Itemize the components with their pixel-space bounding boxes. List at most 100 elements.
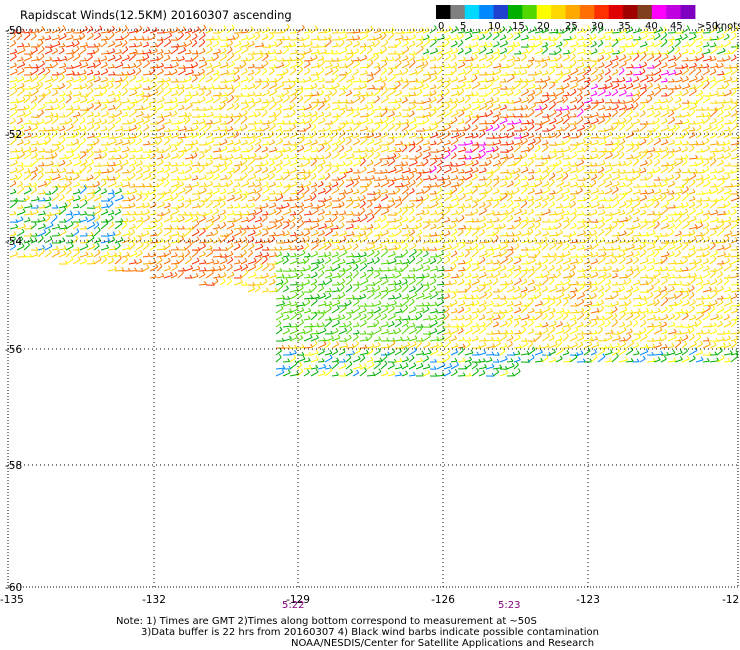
wind-barb-flag — [650, 82, 654, 87]
wind-barb — [37, 121, 45, 125]
wind-barb — [527, 161, 534, 167]
wind-barb-flag — [489, 42, 493, 46]
wind-barb-flag — [183, 42, 187, 46]
wind-barb-flag — [16, 154, 20, 158]
wind-barb-flag — [405, 129, 409, 134]
wind-barb — [345, 92, 352, 97]
wind-barb — [163, 109, 172, 111]
wind-barb-flag — [133, 51, 136, 56]
wind-barb — [590, 182, 597, 188]
wind-barb-flag — [41, 53, 45, 57]
wind-barb-flag — [349, 126, 353, 131]
wind-barb — [681, 143, 689, 146]
wind-barb-flag — [638, 83, 642, 87]
wind-barb — [401, 115, 409, 118]
wind-barb-flag — [238, 40, 242, 45]
wind-barb-flag — [385, 122, 389, 126]
wind-barb-flag — [216, 53, 220, 58]
wind-barb — [93, 49, 100, 55]
wind-barb-flag — [139, 137, 143, 142]
wind-barb-flag — [279, 182, 283, 186]
wind-barb-flag — [636, 157, 640, 162]
wind-barb-flag — [735, 122, 739, 126]
wind-barb — [597, 154, 606, 160]
wind-barb-flag — [155, 48, 158, 52]
wind-barb — [317, 51, 327, 55]
wind-barb-flag — [483, 181, 487, 185]
wind-barb — [310, 118, 318, 125]
wind-barb — [177, 190, 186, 195]
wind-barb — [534, 64, 541, 69]
wind-barb-flag — [70, 141, 74, 146]
wind-barb — [373, 185, 381, 188]
wind-barb-flag — [183, 46, 187, 51]
wind-barb-flag — [303, 174, 307, 178]
wind-barb-flag — [397, 54, 401, 58]
wind-barb-flag — [511, 190, 515, 194]
wind-barb — [345, 55, 354, 62]
wind-barb-flag — [55, 74, 59, 79]
wind-barb — [142, 80, 150, 83]
wind-barb-flag — [558, 47, 562, 51]
wind-barb-flag — [64, 175, 68, 179]
wind-barb-flag — [112, 176, 116, 180]
wind-barb-flag — [188, 91, 192, 96]
wind-barb-flag — [217, 126, 221, 130]
wind-barb — [303, 114, 312, 118]
wind-barb — [429, 111, 437, 118]
wind-barb-flag — [561, 140, 565, 145]
wind-barb — [520, 51, 529, 55]
wind-barb-flag — [202, 129, 206, 134]
wind-barb-flag — [393, 166, 397, 171]
wind-barb-flag — [735, 114, 739, 119]
wind-barb — [135, 63, 142, 69]
wind-barb — [450, 37, 459, 41]
wind-barb-flag — [734, 102, 738, 106]
wind-barb-flag — [224, 174, 228, 179]
wind-barb-flag — [89, 165, 93, 170]
wind-barb-flag — [588, 57, 592, 61]
wind-barb — [576, 111, 584, 118]
wind-barb-flag — [513, 160, 517, 165]
wind-barb — [625, 171, 635, 174]
wind-barb-flag — [160, 113, 164, 118]
wind-barb — [191, 86, 201, 90]
wind-barb — [100, 38, 108, 41]
wind-barb-flag — [50, 76, 54, 80]
wind-barb — [450, 170, 459, 174]
wind-barb — [338, 192, 347, 195]
wind-barb — [639, 186, 648, 188]
wind-barb — [121, 162, 129, 167]
wind-barb — [625, 147, 634, 153]
wind-barb — [65, 178, 73, 181]
wind-barb-flag — [147, 190, 151, 195]
wind-barb — [499, 135, 509, 139]
wind-barb-flag — [363, 166, 367, 170]
wind-barb — [191, 93, 199, 97]
wind-barb-flag — [695, 140, 699, 145]
wind-barb-flag — [211, 137, 215, 142]
wind-barb — [527, 156, 537, 160]
wind-barb-flag — [187, 116, 191, 121]
wind-barb — [709, 71, 717, 76]
wind-barb-flag — [139, 41, 143, 46]
wind-barb-flag — [365, 117, 369, 121]
wind-barb-flag — [657, 158, 661, 163]
wind-barb — [534, 50, 543, 55]
wind-barb — [37, 130, 46, 132]
wind-barb — [674, 175, 681, 181]
wind-barb-flag — [412, 179, 416, 183]
wind-barb-flag — [300, 87, 304, 92]
wind-barb — [317, 177, 325, 181]
wind-barb — [226, 106, 235, 111]
wind-barb — [422, 63, 429, 69]
wind-barb-flag — [272, 139, 276, 143]
wind-barb-flag — [71, 169, 75, 173]
wind-barb-flag — [28, 85, 32, 90]
wind-barb — [723, 133, 732, 139]
wind-barb-flag — [345, 98, 349, 103]
wind-barb-flag — [252, 83, 256, 87]
wind-barb — [107, 85, 114, 90]
wind-barb-flag — [379, 112, 383, 116]
wind-barb-flag — [686, 118, 690, 123]
